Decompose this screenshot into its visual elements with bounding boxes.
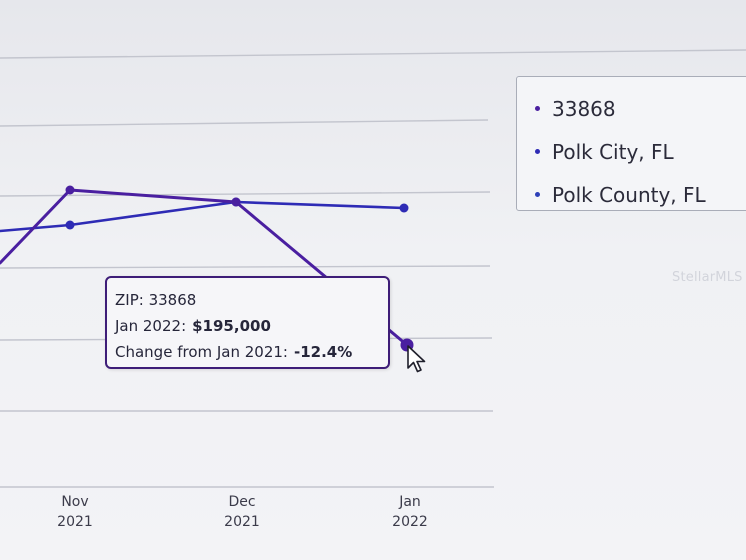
legend-label: Polk City, FL — [552, 139, 674, 164]
legend-bullet-icon — [535, 149, 540, 154]
legend-bullet-icon — [535, 192, 540, 197]
x-tick-label-nov-2021: Nov 2021 — [35, 492, 115, 532]
gridline-1 — [0, 49, 746, 59]
series-point-33868-2 — [231, 197, 241, 207]
x-tick-month: Jan — [399, 494, 421, 510]
x-tick-year: 2021 — [57, 514, 93, 530]
chart-legend: 33868 Polk City, FL Polk County, FL — [516, 76, 746, 211]
legend-label: 33868 — [552, 96, 616, 121]
series-points — [65, 185, 414, 352]
gridline-4 — [0, 265, 491, 269]
x-tick-label-jan-2022: Jan 2022 — [370, 492, 450, 532]
tooltip-zip: ZIP: 33868 — [115, 291, 197, 309]
series-line-33868 — [0, 188, 409, 347]
series-lines — [0, 188, 409, 347]
tooltip-period-label: Jan 2022: — [115, 317, 187, 335]
x-tick-month: Dec — [228, 494, 256, 510]
tooltip-change-row: Change from Jan 2021: -12.4% — [115, 339, 388, 365]
x-tick-month: Nov — [61, 494, 89, 510]
legend-item-polk-county[interactable]: Polk County, FL — [535, 173, 746, 216]
gridline-3 — [0, 191, 491, 197]
tooltip-change-value: -12.4% — [294, 343, 353, 361]
tooltip-change-label: Change from Jan 2021: — [115, 343, 288, 361]
series-point-polk-city-3 — [399, 203, 409, 213]
legend-label: Polk County, FL — [552, 182, 706, 207]
legend-bullet-icon — [535, 106, 540, 111]
tooltip-period-value: $195,000 — [192, 317, 271, 335]
x-tick-year: 2021 — [224, 514, 260, 530]
series-point-33868-1 — [65, 185, 75, 195]
x-tick-label-dec-2021: Dec 2021 — [202, 492, 282, 532]
watermark-text: StellarMLS — [672, 270, 743, 285]
series-point-polk-city-1 — [65, 220, 75, 230]
pointer-cursor-icon — [407, 345, 426, 373]
tooltip-period-row: Jan 2022: $195,000 — [115, 313, 388, 339]
x-tick-year: 2022 — [392, 514, 428, 530]
legend-item-polk-city[interactable]: Polk City, FL — [535, 130, 746, 173]
legend-item-33868[interactable]: 33868 — [535, 87, 746, 130]
data-tooltip: ZIP: 33868 Jan 2022: $195,000 Change from… — [105, 276, 390, 369]
series-line-polk-city — [0, 200, 406, 233]
gridline-2 — [0, 119, 489, 127]
